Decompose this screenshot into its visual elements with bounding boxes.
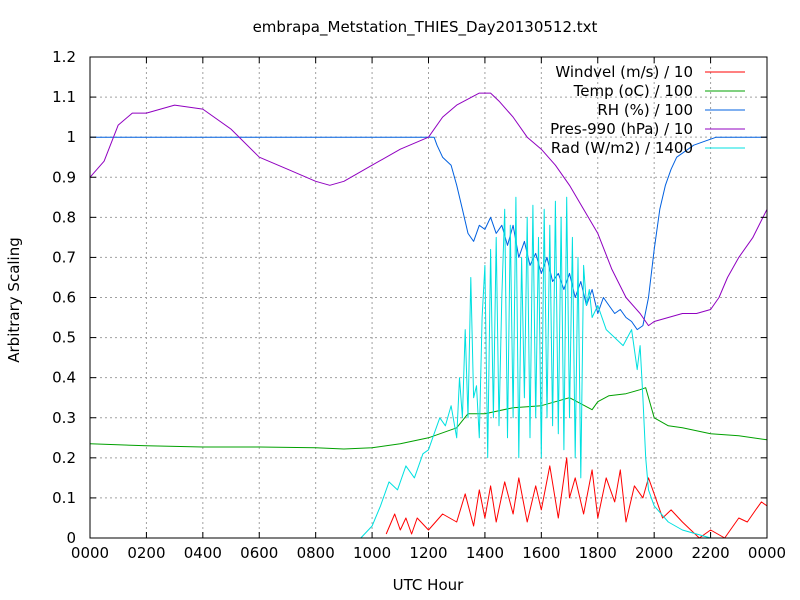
legend-label: RH (%) / 100 xyxy=(597,101,693,119)
y-tick-label: 0.4 xyxy=(52,369,76,387)
x-tick-label: 0000 xyxy=(71,544,109,562)
x-axis-label: UTC Hour xyxy=(393,576,464,594)
ticks: 0000 0200 0400 0600 0800 1000 1200 1400 1600 1800… xyxy=(52,48,786,562)
x-tick-label: 0800 xyxy=(297,544,335,562)
x-tick-label: 1000 xyxy=(353,544,391,562)
series-line-1 xyxy=(385,457,768,539)
legend-label: Pres-990 (hPa) / 10 xyxy=(550,120,693,138)
y-tick-label: 0.9 xyxy=(52,168,76,186)
y-tick-label: 1 xyxy=(66,128,76,146)
x-tick-label: 0000 xyxy=(748,544,786,562)
series-lines xyxy=(89,92,768,539)
series-line-5 xyxy=(90,196,767,539)
y-tick-label: 0.8 xyxy=(52,208,76,226)
y-axis-label: Arbitrary Scaling xyxy=(5,237,23,363)
x-tick-label: 0400 xyxy=(184,544,222,562)
x-tick-label: 1600 xyxy=(522,544,560,562)
y-tick-label: 0.6 xyxy=(52,289,76,307)
legend-label: Temp (oC) / 100 xyxy=(573,82,693,100)
y-tick-label: 0.3 xyxy=(52,409,76,427)
legend-label: Windvel (m/s) / 10 xyxy=(555,63,693,81)
y-tick-label: 1.1 xyxy=(52,88,76,106)
y-tick-label: 0.5 xyxy=(52,329,76,347)
chart-title: embrapa_Metstation_THIES_Day20130512.txt xyxy=(253,18,598,37)
x-tick-label: 2000 xyxy=(635,544,673,562)
y-tick-label: 0 xyxy=(66,529,76,547)
y-tick-label: 0.7 xyxy=(52,248,76,266)
y-tick-label: 0.1 xyxy=(52,489,76,507)
y-tick-label: 0.2 xyxy=(52,449,76,467)
x-tick-label: 0200 xyxy=(127,544,165,562)
x-tick-label: 2200 xyxy=(691,544,729,562)
series-line-2 xyxy=(89,387,768,450)
x-tick-label: 1400 xyxy=(466,544,504,562)
x-tick-label: 0600 xyxy=(240,544,278,562)
legend-label: Rad (W/m2) / 1400 xyxy=(551,139,693,157)
x-tick-label: 1200 xyxy=(409,544,447,562)
x-tick-label: 1800 xyxy=(579,544,617,562)
series-line-3 xyxy=(90,136,767,331)
y-tick-label: 1.2 xyxy=(52,48,76,66)
series-line-4 xyxy=(89,92,768,327)
